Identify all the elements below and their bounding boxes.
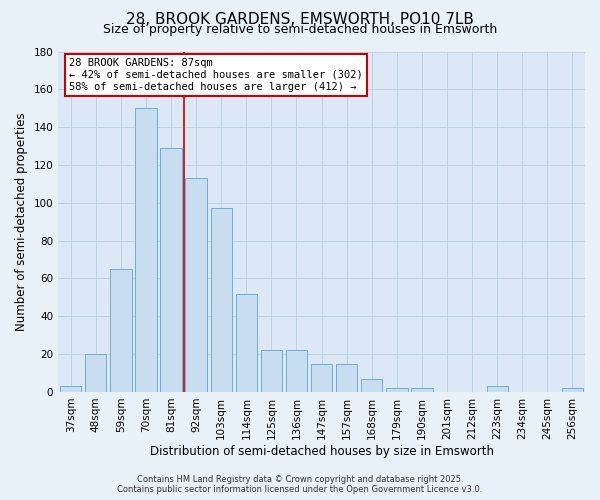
Bar [562, 388, 583, 392]
Bar [85, 354, 106, 392]
Bar [487, 386, 508, 392]
Bar [336, 364, 358, 392]
Bar [236, 294, 257, 392]
X-axis label: Distribution of semi-detached houses by size in Emsworth: Distribution of semi-detached houses by … [149, 444, 494, 458]
Bar [185, 178, 207, 392]
Y-axis label: Number of semi-detached properties: Number of semi-detached properties [15, 112, 28, 331]
Bar [311, 364, 332, 392]
Bar [60, 386, 82, 392]
Bar [110, 269, 131, 392]
Bar [160, 148, 182, 392]
Bar [386, 388, 407, 392]
Bar [261, 350, 282, 392]
Text: Contains HM Land Registry data © Crown copyright and database right 2025.
Contai: Contains HM Land Registry data © Crown c… [118, 474, 482, 494]
Text: Size of property relative to semi-detached houses in Emsworth: Size of property relative to semi-detach… [103, 22, 497, 36]
Text: 28, BROOK GARDENS, EMSWORTH, PO10 7LB: 28, BROOK GARDENS, EMSWORTH, PO10 7LB [126, 12, 474, 28]
Text: 28 BROOK GARDENS: 87sqm
← 42% of semi-detached houses are smaller (302)
58% of s: 28 BROOK GARDENS: 87sqm ← 42% of semi-de… [69, 58, 362, 92]
Bar [286, 350, 307, 392]
Bar [411, 388, 433, 392]
Bar [211, 208, 232, 392]
Bar [361, 378, 382, 392]
Bar [136, 108, 157, 392]
